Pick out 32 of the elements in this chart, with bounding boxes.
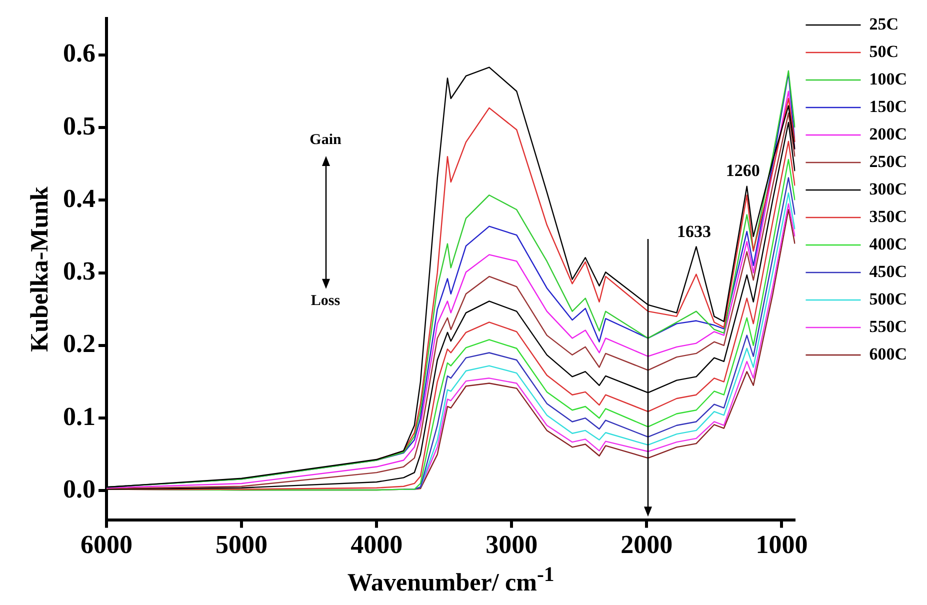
y-tick-label: 0.5 [63, 111, 96, 140]
legend-label: 250C [869, 152, 908, 171]
annotation: 1633 [676, 222, 711, 242]
annotation: 1260 [726, 161, 760, 182]
y-axis-title: Kubelka-Munk [26, 186, 54, 352]
legend-label: 350C [869, 206, 908, 226]
y-tick-label: 0.4 [63, 184, 96, 213]
x-tick-label: 5000 [216, 530, 268, 560]
legend-label: 400C [869, 234, 908, 254]
x-axis-title: Wavenumber/ cm$^{-1}$ [347, 562, 554, 598]
y-tick-label: 0.1 [63, 402, 96, 431]
x-tick-label: 3000 [486, 530, 538, 560]
legend-label: 500C [869, 289, 908, 308]
y-tick-label: 0.3 [63, 256, 96, 286]
legend-label: 25C [869, 14, 899, 34]
x-tick-label: 1000 [756, 530, 808, 560]
y-tick-label: 0.6 [63, 38, 96, 68]
annotation: Gain [310, 132, 342, 149]
y-tick-label: 0.0 [63, 474, 96, 504]
legend-label: 450C [869, 262, 908, 281]
annotation: Loss [310, 292, 340, 310]
legend-label: 100C [869, 69, 908, 88]
x-tick-label: 4000 [350, 530, 403, 560]
x-tick-label: 6000 [80, 530, 132, 560]
legend-label: 50C [869, 42, 899, 61]
x-tick-label: 2000 [620, 530, 673, 560]
legend-label: 600C [869, 344, 908, 364]
y-tick-label: 0.2 [63, 329, 96, 358]
legend-label: 550C [869, 316, 908, 336]
legend-label: 200C [869, 124, 908, 144]
legend-label: 300C [869, 179, 908, 198]
legend-label: 150C [869, 96, 908, 116]
